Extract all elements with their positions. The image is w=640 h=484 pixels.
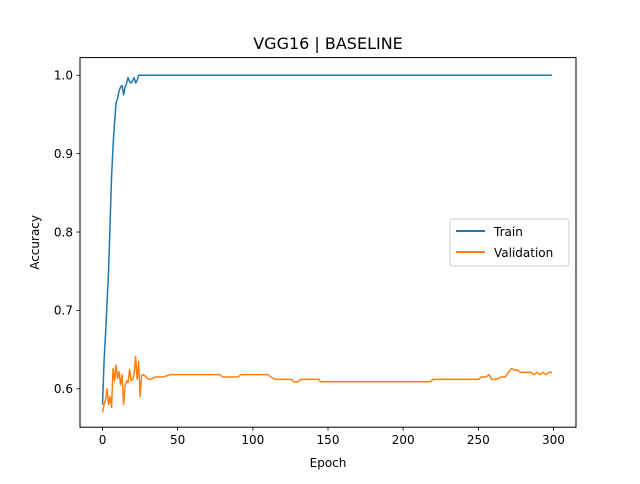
series-line-validation <box>101 355 552 413</box>
x-tick-label: 200 <box>392 433 415 447</box>
legend: Train Validation <box>449 218 570 267</box>
series-line-train <box>101 74 552 405</box>
y-tick-label: 1.0 <box>54 69 73 83</box>
x-tick-label: 250 <box>467 433 490 447</box>
y-tick-label: 0.8 <box>54 225 73 239</box>
chart-title: VGG16 | BASELINE <box>253 34 403 53</box>
y-axis-ticks: 0.6 0.7 0.8 0.9 1.0 <box>54 69 80 396</box>
legend-label-validation: Validation <box>494 246 553 260</box>
plot-lines <box>101 74 552 413</box>
y-tick-label: 0.7 <box>54 304 73 318</box>
legend-label-train: Train <box>493 225 523 239</box>
x-tick-label: 300 <box>542 433 565 447</box>
x-tick-label: 0 <box>99 433 107 447</box>
x-tick-label: 150 <box>317 433 340 447</box>
y-tick-label: 0.9 <box>54 147 73 161</box>
x-tick-label: 50 <box>170 433 185 447</box>
y-axis-label: Accuracy <box>28 215 42 270</box>
x-tick-label: 100 <box>241 433 264 447</box>
x-axis-label: Epoch <box>310 456 347 470</box>
x-axis-ticks: 0 50 100 150 200 250 300 <box>99 427 565 447</box>
y-tick-label: 0.6 <box>54 382 73 396</box>
